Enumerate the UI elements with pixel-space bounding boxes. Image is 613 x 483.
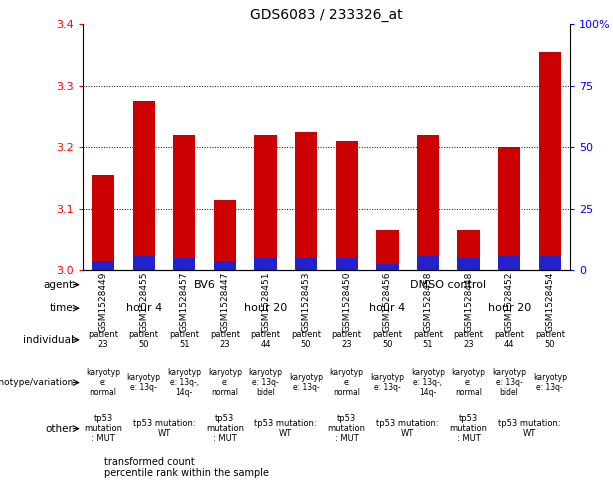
- Text: hour 20: hour 20: [487, 303, 531, 313]
- Text: agent: agent: [44, 280, 74, 290]
- Text: tp53
mutation
: MUT: tp53 mutation : MUT: [449, 414, 487, 443]
- Text: tp53 mutation:
WT: tp53 mutation: WT: [498, 419, 561, 438]
- Bar: [376, 264, 398, 270]
- Text: patient
51: patient 51: [413, 330, 443, 350]
- Text: tp53
mutation
: MUT: tp53 mutation : MUT: [84, 414, 122, 443]
- Text: time: time: [50, 303, 74, 313]
- Bar: [539, 256, 561, 270]
- Bar: [457, 258, 480, 270]
- Text: BV6: BV6: [194, 280, 216, 290]
- Bar: [173, 258, 196, 270]
- Text: DMSO control: DMSO control: [410, 280, 486, 290]
- Text: karyotyp
e:
normal: karyotyp e: normal: [86, 368, 120, 398]
- Text: hour 4: hour 4: [126, 303, 162, 313]
- Text: genotype/variation: genotype/variation: [0, 378, 74, 387]
- Bar: [92, 175, 114, 270]
- Text: tp53
mutation
: MUT: tp53 mutation : MUT: [328, 414, 366, 443]
- Bar: [254, 258, 276, 270]
- Text: karyotyp
e:
normal: karyotyp e: normal: [452, 368, 485, 398]
- Text: patient
50: patient 50: [372, 330, 402, 350]
- Bar: [254, 135, 276, 270]
- Text: patient
50: patient 50: [535, 330, 565, 350]
- Text: tp53
mutation
: MUT: tp53 mutation : MUT: [206, 414, 244, 443]
- Bar: [295, 258, 318, 270]
- Text: patient
23: patient 23: [210, 330, 240, 350]
- Bar: [295, 132, 318, 270]
- Bar: [376, 230, 398, 270]
- Bar: [335, 141, 358, 270]
- Bar: [457, 230, 480, 270]
- Text: patient
50: patient 50: [129, 330, 159, 350]
- Text: transformed count: transformed count: [104, 457, 194, 467]
- Title: GDS6083 / 233326_at: GDS6083 / 233326_at: [250, 8, 403, 22]
- Bar: [539, 52, 561, 270]
- Text: karyotyp
e:
normal: karyotyp e: normal: [330, 368, 364, 398]
- Text: percentile rank within the sample: percentile rank within the sample: [104, 468, 268, 478]
- Text: patient
50: patient 50: [291, 330, 321, 350]
- Text: karyotyp
e: 13q-: karyotyp e: 13q-: [127, 373, 161, 392]
- Text: tp53 mutation:
WT: tp53 mutation: WT: [132, 419, 196, 438]
- Text: patient
44: patient 44: [494, 330, 524, 350]
- Text: karyotyp
e: 13q-
bidel: karyotyp e: 13q- bidel: [248, 368, 283, 398]
- Text: karyotyp
e:
normal: karyotyp e: normal: [208, 368, 242, 398]
- Text: tp53 mutation:
WT: tp53 mutation: WT: [254, 419, 317, 438]
- Text: tp53 mutation:
WT: tp53 mutation: WT: [376, 419, 439, 438]
- Text: patient
23: patient 23: [88, 330, 118, 350]
- Text: hour 20: hour 20: [244, 303, 287, 313]
- Text: hour 4: hour 4: [369, 303, 405, 313]
- Bar: [335, 258, 358, 270]
- Bar: [132, 256, 155, 270]
- Text: other: other: [46, 424, 74, 434]
- Text: patient
23: patient 23: [454, 330, 484, 350]
- Bar: [132, 101, 155, 270]
- Bar: [498, 147, 520, 270]
- Text: karyotyp
e: 13q-: karyotyp e: 13q-: [370, 373, 405, 392]
- Text: individual: individual: [23, 335, 74, 345]
- Bar: [498, 256, 520, 270]
- Bar: [214, 261, 236, 270]
- Text: patient
44: patient 44: [251, 330, 281, 350]
- Bar: [417, 256, 439, 270]
- Text: karyotyp
e: 13q-
bidel: karyotyp e: 13q- bidel: [492, 368, 526, 398]
- Bar: [417, 135, 439, 270]
- Text: karyotyp
e: 13q-: karyotyp e: 13q-: [533, 373, 567, 392]
- Text: karyotyp
e: 13q-,
14q-: karyotyp e: 13q-, 14q-: [411, 368, 445, 398]
- Bar: [214, 199, 236, 270]
- Text: karyotyp
e: 13q-,
14q-: karyotyp e: 13q-, 14q-: [167, 368, 201, 398]
- Text: karyotyp
e: 13q-: karyotyp e: 13q-: [289, 373, 323, 392]
- Bar: [173, 135, 196, 270]
- Text: patient
23: patient 23: [332, 330, 362, 350]
- Text: patient
51: patient 51: [169, 330, 199, 350]
- Bar: [92, 261, 114, 270]
